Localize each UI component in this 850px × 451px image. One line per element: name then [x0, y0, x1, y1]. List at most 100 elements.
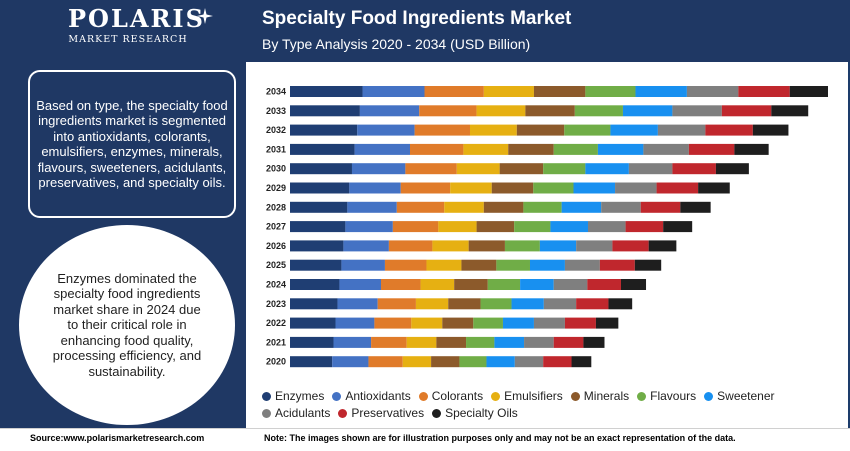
- bar-segment-emulsifiers: [415, 298, 449, 310]
- bar-segment-acidulants: [533, 317, 565, 329]
- legend-label: Emulsifiers: [504, 389, 563, 403]
- bar-segment-minerals: [491, 182, 534, 194]
- bar-segment-sweetener: [610, 124, 658, 136]
- bar-segment-acidulants: [543, 298, 577, 310]
- bar-segment-minerals: [516, 124, 565, 136]
- bar-segment-acidulants: [615, 182, 657, 194]
- bar-segment-minerals: [431, 356, 460, 368]
- year-label: 2033: [266, 106, 286, 116]
- bar-segment-enzymes: [290, 298, 338, 310]
- bar-segment-minerals: [499, 163, 544, 175]
- brand-logo: POLARIS MARKET RESEARCH: [68, 6, 213, 46]
- bar-segment-specialty-oils: [648, 240, 677, 252]
- bar-segment-sweetener: [529, 259, 565, 271]
- bar-segment-emulsifiers: [438, 221, 477, 233]
- segment-description-text: Based on type, the specialty food ingred…: [36, 97, 228, 191]
- bar-segment-colorants: [409, 143, 464, 155]
- bar-segment-flavours: [523, 201, 562, 213]
- bar-segment-minerals: [533, 86, 586, 97]
- bar-segment-specialty-oils: [583, 336, 605, 348]
- bar-segment-flavours: [504, 240, 540, 252]
- bar-segment-sweetener: [561, 201, 602, 213]
- bar-segment-emulsifiers: [450, 182, 492, 194]
- footer-bar: [0, 428, 850, 451]
- bar-segment-acidulants: [657, 124, 706, 136]
- bar-segment-antioxidants: [349, 182, 401, 194]
- legend-dot-icon: [338, 408, 348, 418]
- bar-segment-emulsifiers: [476, 105, 526, 117]
- disclaimer-note: Note: The images shown are for illustrat…: [264, 433, 736, 443]
- bar-segment-flavours: [459, 356, 487, 368]
- bar-segment-colorants: [419, 105, 477, 117]
- legend-dot-icon: [704, 391, 714, 401]
- bar-segment-antioxidants: [335, 317, 375, 329]
- bar-segment-minerals: [448, 298, 481, 310]
- bar-segment-flavours: [480, 298, 512, 310]
- bar-segment-enzymes: [290, 182, 350, 194]
- legend-label: Acidulants: [275, 406, 331, 420]
- bar-segment-acidulants: [588, 221, 626, 233]
- legend-item: Specialty Oils: [432, 406, 518, 420]
- bar-segment-preservatives: [721, 105, 772, 117]
- bar-segment-specialty-oils: [680, 201, 711, 213]
- bar-segment-antioxidants: [354, 143, 410, 155]
- bar-segment-sweetener: [511, 298, 544, 310]
- bar-segment-antioxidants: [333, 336, 372, 348]
- bar-segment-acidulants: [553, 279, 588, 290]
- bar-segment-preservatives: [625, 221, 664, 233]
- bar-segment-preservatives: [688, 143, 735, 155]
- bar-segment-preservatives: [553, 336, 584, 348]
- source-text: Source:www.polarismarketresearch.com: [30, 433, 205, 443]
- bar-segment-emulsifiers: [426, 259, 462, 271]
- bar-segment-colorants: [380, 279, 421, 290]
- bar-segment-colorants: [400, 182, 451, 194]
- bar-segment-preservatives: [576, 298, 609, 310]
- bar-segment-enzymes: [290, 86, 363, 97]
- year-label: 2030: [266, 164, 286, 174]
- bar-segment-preservatives: [587, 279, 621, 290]
- year-label: 2034: [266, 87, 286, 97]
- legend-label: Enzymes: [275, 389, 325, 403]
- legend-label: Antioxidants: [345, 389, 411, 403]
- header-bar: [244, 0, 850, 62]
- year-label: 2021: [266, 337, 286, 347]
- stacked-bar-chart: 2034 2033 2032 2031 2030 2029 2028 2027 2026 2025…: [266, 86, 828, 368]
- legend-item: Emulsifiers: [491, 389, 563, 403]
- bar-segment-enzymes: [290, 143, 355, 155]
- legend-item: Antioxidants: [332, 389, 411, 403]
- bar-segment-emulsifiers: [456, 163, 500, 175]
- legend-dot-icon: [491, 391, 501, 401]
- bar-segment-preservatives: [564, 317, 596, 329]
- segment-description: Based on type, the specialty food ingred…: [28, 70, 236, 218]
- bar-segment-sweetener: [622, 105, 673, 117]
- bar-segment-flavours: [466, 336, 495, 348]
- bar-segment-sweetener: [539, 240, 577, 252]
- bar-segment-specialty-oils: [789, 86, 828, 97]
- bar-segment-flavours: [514, 221, 551, 233]
- legend-item: Preservatives: [338, 406, 424, 420]
- bar-segment-specialty-oils: [715, 163, 749, 175]
- bar-segment-antioxidants: [337, 298, 378, 310]
- legend-label: Minerals: [583, 389, 630, 403]
- bar-segment-preservatives: [738, 86, 790, 97]
- year-label: 2024: [266, 280, 286, 290]
- legend-dot-icon: [418, 391, 428, 401]
- bar-segment-specialty-oils: [771, 105, 809, 117]
- bar-segment-antioxidants: [351, 163, 406, 175]
- bar-segment-preservatives: [543, 356, 572, 368]
- year-label: 2028: [266, 202, 286, 212]
- bar-segment-flavours: [496, 259, 530, 271]
- bar-segment-flavours: [585, 86, 636, 97]
- bar-segment-emulsifiers: [411, 317, 443, 329]
- bar-segment-flavours: [487, 279, 521, 290]
- bar-segment-acidulants: [672, 105, 722, 117]
- bar-segment-enzymes: [290, 240, 344, 252]
- chart-title: Specialty Food Ingredients Market: [262, 8, 572, 29]
- bar-segment-antioxidants: [359, 105, 420, 117]
- legend-dot-icon: [262, 391, 271, 401]
- year-label: 2029: [266, 183, 286, 193]
- bar-segment-acidulants: [524, 336, 554, 348]
- legend-item: Minerals: [570, 389, 630, 403]
- legend-dot-icon: [262, 408, 271, 418]
- bar-segment-flavours: [564, 124, 611, 136]
